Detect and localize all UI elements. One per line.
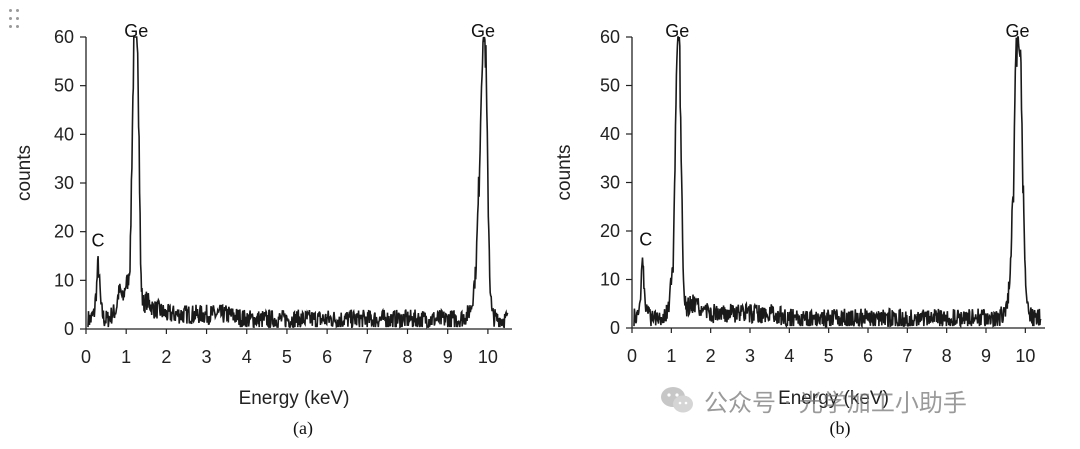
wechat-icon xyxy=(661,387,693,413)
x-tick-label: 1 xyxy=(121,347,131,367)
x-axis-title: Energy (keV) xyxy=(239,388,350,409)
peak-label-c: C xyxy=(92,230,105,250)
panel-caption: (b) xyxy=(830,418,851,439)
x-tick-label: 9 xyxy=(981,346,991,366)
x-tick-label: 8 xyxy=(403,347,413,367)
y-tick-label: 0 xyxy=(64,319,74,339)
x-tick-label: 7 xyxy=(362,347,372,367)
y-tick-label: 20 xyxy=(600,221,620,241)
y-tick-label: 20 xyxy=(54,222,74,242)
y-tick-label: 50 xyxy=(54,76,74,96)
x-tick-label: 3 xyxy=(745,346,755,366)
x-tick-label: 2 xyxy=(706,346,716,366)
y-tick-label: 30 xyxy=(600,173,620,193)
y-tick-label: 60 xyxy=(600,27,620,47)
x-tick-label: 6 xyxy=(863,346,873,366)
y-tick-label: 50 xyxy=(600,76,620,96)
x-tick-label: 10 xyxy=(478,347,498,367)
x-tick-label: 0 xyxy=(81,347,91,367)
peak-label-ge: Ge xyxy=(1005,21,1029,41)
y-tick-label: 10 xyxy=(600,270,620,290)
panel-caption: (a) xyxy=(293,418,313,439)
x-tick-label: 6 xyxy=(322,347,332,367)
spectrum-line xyxy=(87,36,509,329)
x-tick-label: 4 xyxy=(784,346,794,366)
y-tick-label: 60 xyxy=(54,27,74,47)
peak-label-ge: Ge xyxy=(665,21,689,41)
x-tick-label: 9 xyxy=(443,347,453,367)
x-axis-title: Energy (keV) xyxy=(778,388,889,409)
x-tick-label: 1 xyxy=(666,346,676,366)
x-tick-label: 10 xyxy=(1015,346,1035,366)
peak-label-c: C xyxy=(639,230,652,250)
peak-label-ge: Ge xyxy=(471,21,495,41)
watermark-text: 公众号 · 光学加工小助手 xyxy=(704,388,967,417)
watermark: 公众号 · 光学加工小助手 xyxy=(660,382,967,418)
drag-handle-icon[interactable] xyxy=(9,9,23,29)
y-tick-label: 40 xyxy=(600,124,620,144)
x-tick-label: 5 xyxy=(282,347,292,367)
peak-label-ge: Ge xyxy=(124,21,148,41)
spectrum-line xyxy=(633,36,1042,329)
x-tick-label: 7 xyxy=(902,346,912,366)
y-tick-label: 30 xyxy=(54,173,74,193)
x-tick-label: 0 xyxy=(627,346,637,366)
x-tick-label: 5 xyxy=(824,346,834,366)
x-tick-label: 2 xyxy=(161,347,171,367)
x-tick-label: 4 xyxy=(242,347,252,367)
x-tick-label: 3 xyxy=(202,347,212,367)
y-tick-label: 0 xyxy=(610,318,620,338)
y-tick-label: 40 xyxy=(54,124,74,144)
y-tick-label: 10 xyxy=(54,270,74,290)
y-axis-title: counts xyxy=(554,145,575,201)
y-axis-title: counts xyxy=(14,145,35,201)
x-tick-label: 8 xyxy=(942,346,952,366)
